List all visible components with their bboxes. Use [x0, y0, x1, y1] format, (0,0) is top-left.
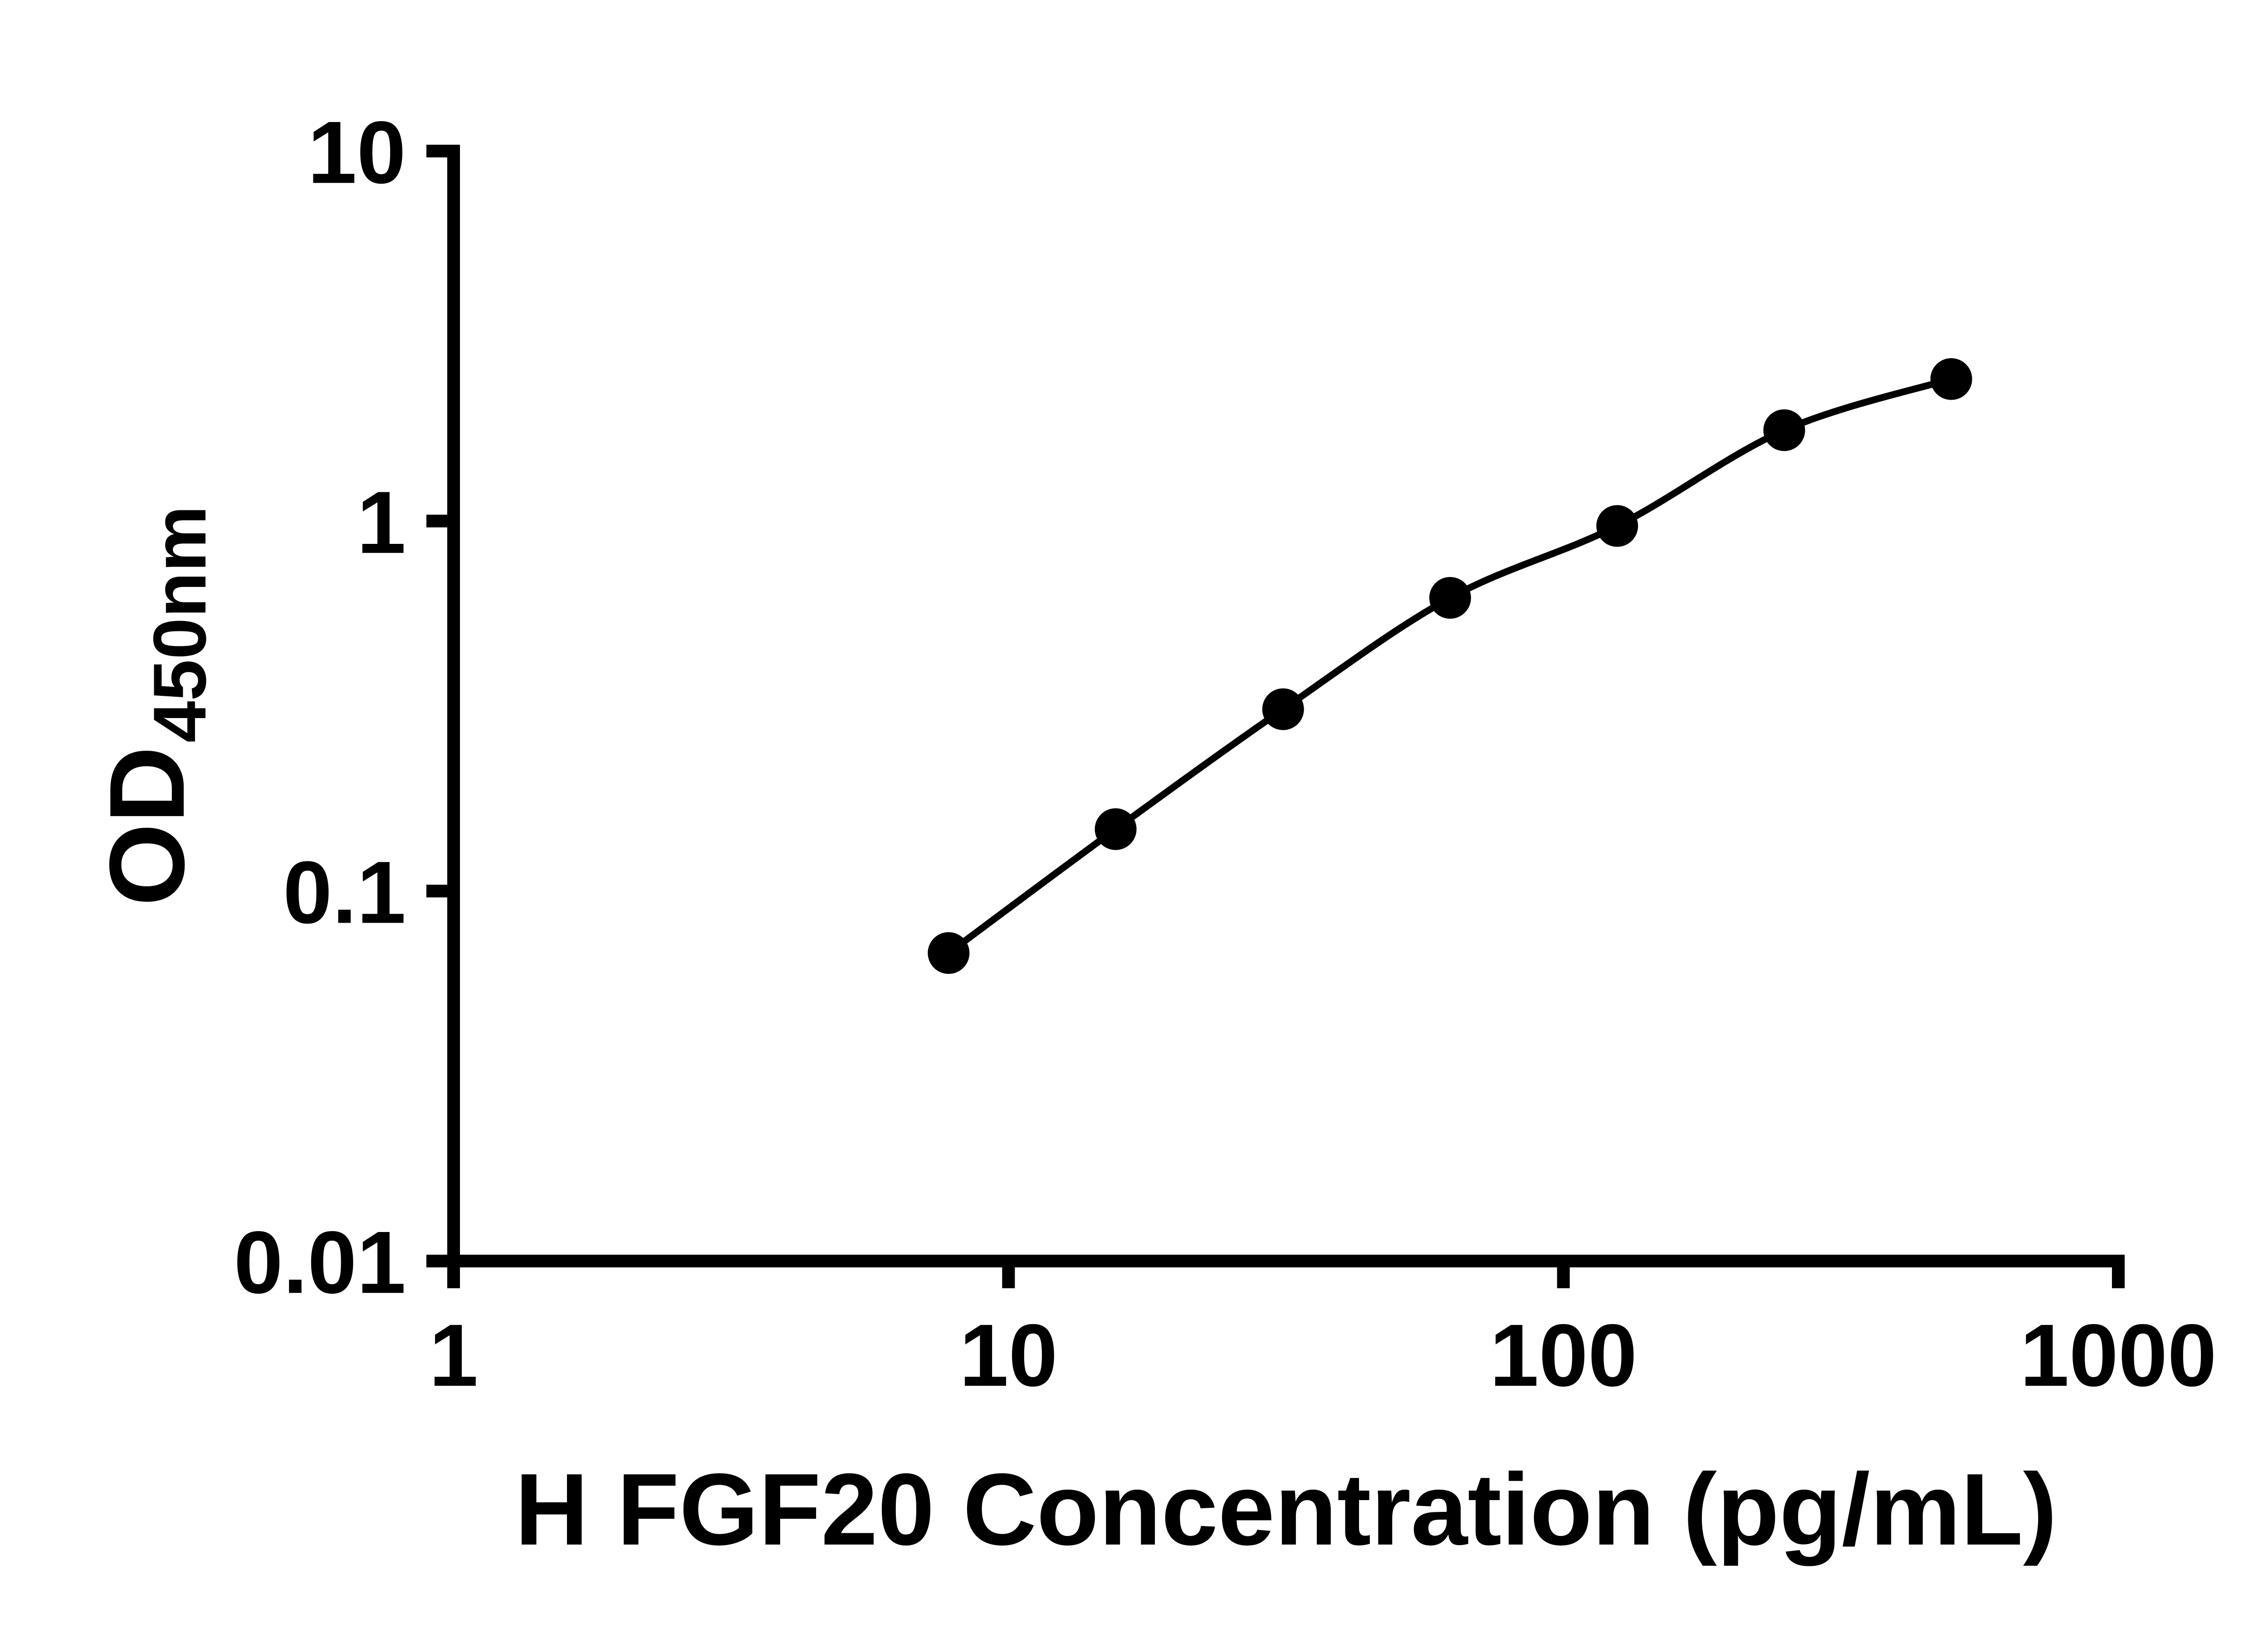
x-axis-title: H FGF20 Concentration (pg/mL): [515, 1452, 2057, 1566]
y-axis-title-subscript: 450nm: [138, 505, 221, 743]
data-point-marker: [1262, 688, 1304, 730]
y-tick-label: 1: [357, 473, 406, 572]
x-tick-label: 1000: [2020, 1306, 2217, 1405]
standard-curve-line: [946, 376, 1952, 956]
y-axis-title: OD450nm: [87, 505, 221, 906]
data-point-marker: [1763, 409, 1805, 451]
y-tick-label: 0.1: [283, 843, 406, 942]
plot-area: 1 10 100 1000 0.01 0.1 1 10: [234, 103, 2216, 1405]
x-tick-label: 100: [1490, 1306, 1637, 1405]
x-tick-label: 10: [959, 1306, 1058, 1405]
x-tick-label: 1: [429, 1306, 478, 1405]
y-tick-label: 10: [308, 103, 406, 202]
data-point-marker: [1930, 358, 1972, 400]
y-axis-title-main: OD: [87, 746, 206, 906]
data-point-marker: [1429, 577, 1471, 619]
data-point-marker: [1596, 505, 1638, 547]
y-tick-label: 0.01: [234, 1213, 406, 1312]
data-point-marker: [1095, 808, 1137, 850]
data-point-marker: [928, 932, 970, 974]
